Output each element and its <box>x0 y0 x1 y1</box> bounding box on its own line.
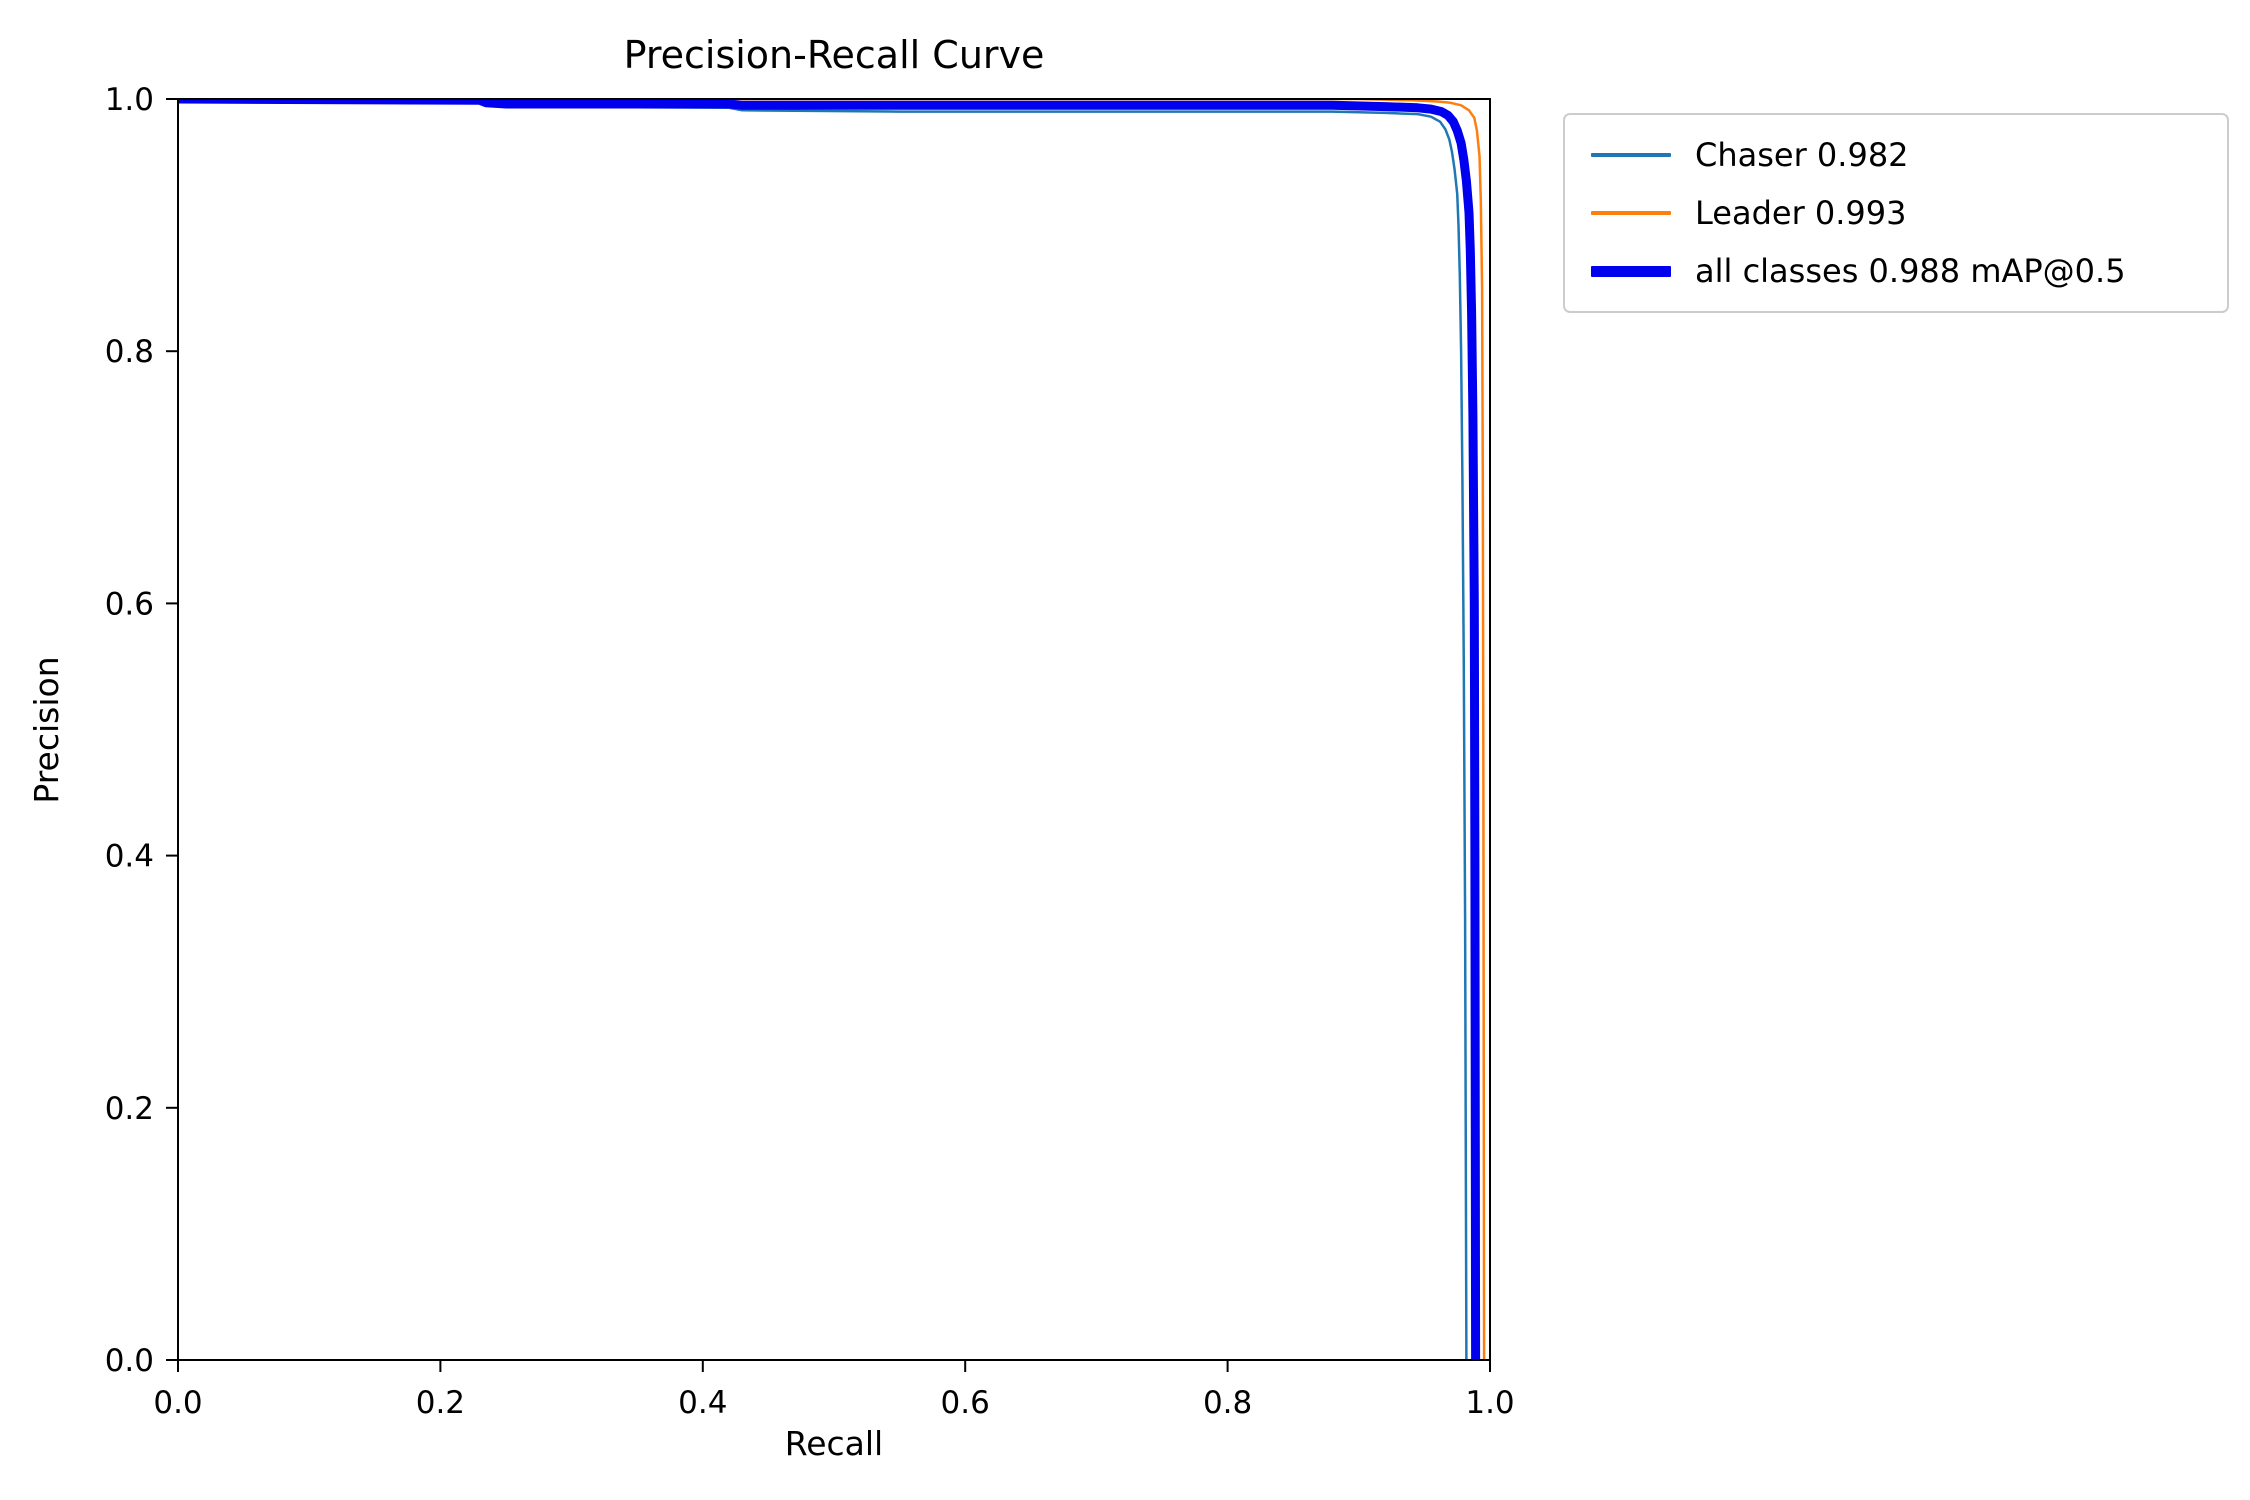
chaser-line-sample <box>1591 153 1671 157</box>
x-tick-label: 1.0 <box>1465 1385 1514 1421</box>
x-tick-label: 0.0 <box>153 1385 202 1421</box>
series-group <box>178 99 1486 1360</box>
y-axis-label: Precision <box>27 656 66 803</box>
plot-area: 0.0 0.2 0.4 0.6 0.8 1.0 0.0 0.2 0.4 0.6 0.8 1.0 <box>105 82 1515 1421</box>
legend-label-chaser: Chaser 0.982 <box>1695 136 1909 174</box>
series-line-chaser <box>178 99 1468 1360</box>
x-tick-label: 0.6 <box>941 1385 990 1421</box>
series-line-all-classes <box>178 99 1481 1360</box>
y-tick-label: 1.0 <box>105 82 154 118</box>
all-classes-line-sample <box>1591 265 1671 277</box>
legend-label-all-classes: all classes 0.988 mAP@0.5 <box>1695 252 2126 290</box>
axes-spines <box>177 98 1491 1361</box>
legend-label-leader: Leader 0.993 <box>1695 194 1907 232</box>
chart-title: Precision-Recall Curve <box>624 33 1045 77</box>
x-tick-label: 0.8 <box>1203 1385 1252 1421</box>
series-line-leader <box>178 99 1486 1360</box>
y-tick-label: 0.2 <box>105 1091 154 1127</box>
legend-entry-leader: Leader 0.993 <box>1591 189 2201 237</box>
legend-entry-all-classes: all classes 0.988 mAP@0.5 <box>1591 247 2201 295</box>
leader-line-sample <box>1591 211 1671 215</box>
x-axis-label: Recall <box>785 1424 883 1463</box>
x-tick-label: 0.4 <box>678 1385 727 1421</box>
legend: Chaser 0.982 Leader 0.993 all classes 0.… <box>1563 113 2229 313</box>
legend-entry-chaser: Chaser 0.982 <box>1591 131 2201 179</box>
x-tick-label: 0.2 <box>416 1385 465 1421</box>
y-tick-label: 0.0 <box>105 1343 154 1379</box>
y-tick-label: 0.6 <box>105 586 154 622</box>
y-tick-label: 0.4 <box>105 839 154 875</box>
y-tick-label: 0.8 <box>105 334 154 370</box>
